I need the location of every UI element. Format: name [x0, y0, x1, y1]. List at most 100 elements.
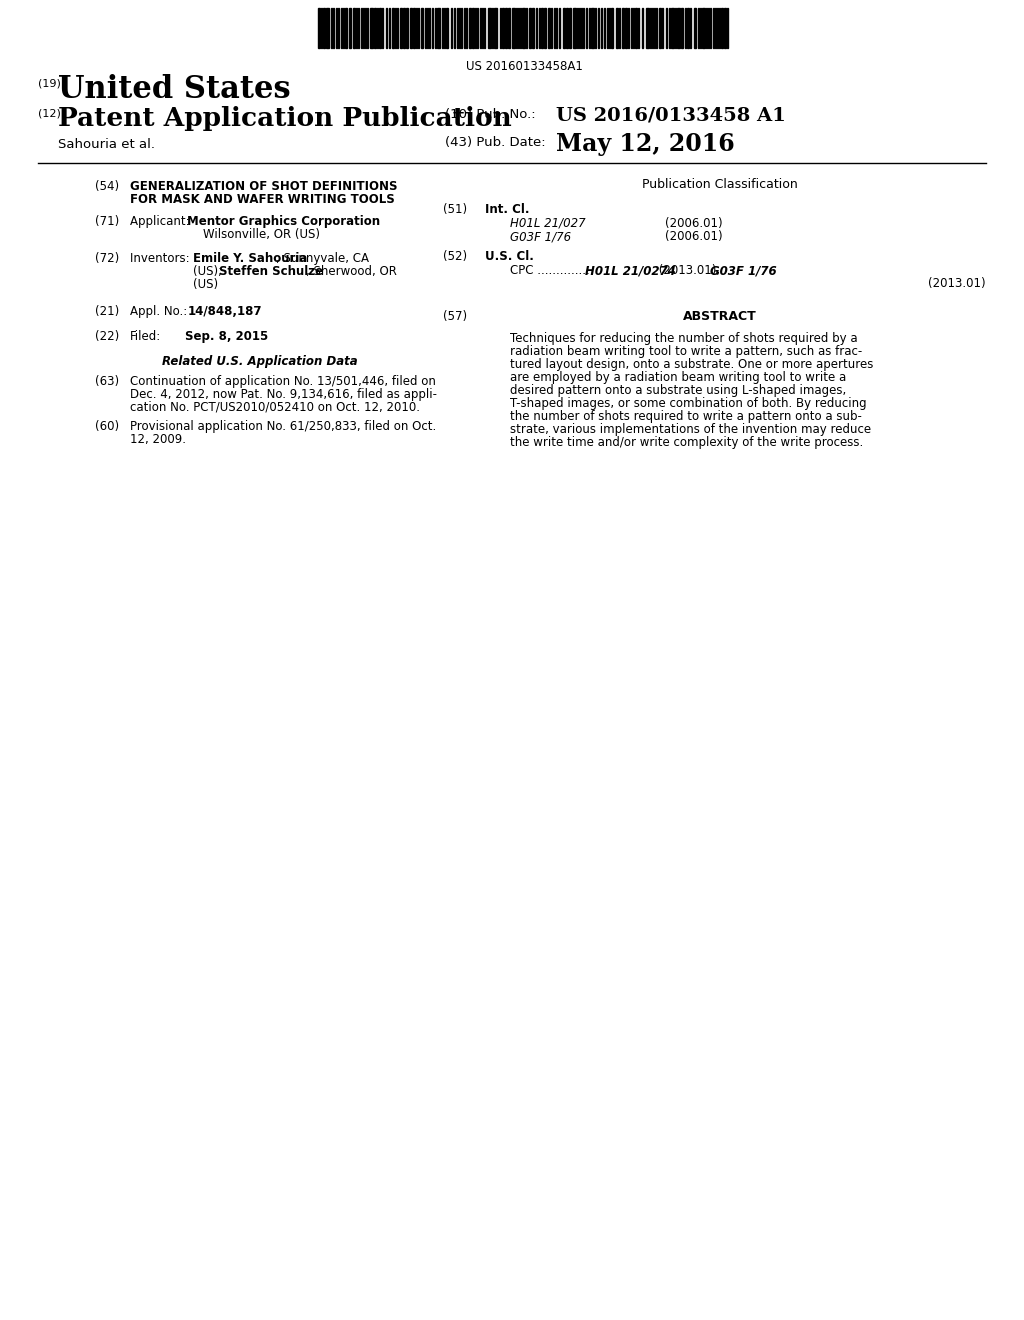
Text: ,: , [317, 215, 321, 228]
Bar [573, 8, 575, 48]
Bar [544, 8, 546, 48]
Bar [370, 8, 373, 48]
Text: (US): (US) [193, 279, 218, 290]
Text: (2013.01): (2013.01) [929, 277, 986, 290]
Bar [724, 8, 726, 48]
Text: (54): (54) [95, 180, 119, 193]
Bar [566, 8, 568, 48]
Text: Related U.S. Application Data: Related U.S. Application Data [162, 355, 357, 368]
Text: tured layout design, onto a substrate. One or more apertures: tured layout design, onto a substrate. O… [510, 358, 873, 371]
Text: Appl. No.:: Appl. No.: [130, 305, 191, 318]
Text: (19): (19) [38, 78, 60, 88]
Bar [681, 8, 683, 48]
Text: are employed by a radiation beam writing tool to write a: are employed by a radiation beam writing… [510, 371, 846, 384]
Text: Continuation of application No. 13/501,446, filed on: Continuation of application No. 13/501,4… [130, 375, 436, 388]
Text: (52): (52) [443, 249, 467, 263]
Text: (2006.01): (2006.01) [665, 216, 723, 230]
Text: Steffen Schulze: Steffen Schulze [219, 265, 324, 279]
Text: United States: United States [58, 74, 291, 106]
Text: Techniques for reducing the number of shots required by a: Techniques for reducing the number of sh… [510, 333, 858, 345]
Text: radiation beam writing tool to write a pattern, such as frac-: radiation beam writing tool to write a p… [510, 345, 862, 358]
Text: cation No. PCT/US2010/052410 on Oct. 12, 2010.: cation No. PCT/US2010/052410 on Oct. 12,… [130, 401, 420, 414]
Text: (63): (63) [95, 375, 119, 388]
Bar [400, 8, 402, 48]
Text: (43) Pub. Date:: (43) Pub. Date: [445, 136, 546, 149]
Text: ABSTRACT: ABSTRACT [683, 310, 757, 323]
Text: Provisional application No. 61/250,833, filed on Oct.: Provisional application No. 61/250,833, … [130, 420, 436, 433]
Bar [379, 8, 381, 48]
Bar [374, 8, 376, 48]
Bar [532, 8, 534, 48]
Text: H01L 21/027: H01L 21/027 [510, 216, 586, 230]
Text: (10) Pub. No.:: (10) Pub. No.: [445, 108, 536, 121]
Bar [694, 8, 696, 48]
Text: (12): (12) [38, 108, 60, 117]
Text: Emile Y. Sahouria: Emile Y. Sahouria [193, 252, 307, 265]
Text: , Sunnyvale, CA: , Sunnyvale, CA [276, 252, 369, 265]
Bar [413, 8, 415, 48]
Text: (22): (22) [95, 330, 119, 343]
Bar [635, 8, 637, 48]
Text: desired pattern onto a substrate using L-shaped images,: desired pattern onto a substrate using L… [510, 384, 846, 397]
Text: G03F 1/76: G03F 1/76 [710, 264, 776, 277]
Bar [349, 8, 351, 48]
Text: U.S. Cl.: U.S. Cl. [485, 249, 534, 263]
Bar [508, 8, 510, 48]
Text: Applicant:: Applicant: [130, 215, 194, 228]
Text: Sahouria et al.: Sahouria et al. [58, 139, 155, 150]
Text: (2013.01);: (2013.01); [655, 264, 724, 277]
Bar [392, 8, 394, 48]
Bar [406, 8, 408, 48]
Text: US 2016/0133458 A1: US 2016/0133458 A1 [556, 106, 785, 124]
Bar [318, 8, 319, 48]
Bar [563, 8, 565, 48]
Text: (60): (60) [95, 420, 119, 433]
Text: Sep. 8, 2015: Sep. 8, 2015 [185, 330, 268, 343]
Text: the write time and/or write complexity of the write process.: the write time and/or write complexity o… [510, 436, 863, 449]
Bar [687, 8, 689, 48]
Text: GENERALIZATION OF SHOT DEFINITIONS: GENERALIZATION OF SHOT DEFINITIONS [130, 180, 397, 193]
Bar [702, 8, 705, 48]
Bar [502, 8, 504, 48]
Text: CPC ..............: CPC .............. [510, 264, 594, 277]
Bar [625, 8, 627, 48]
Text: the number of shots required to write a pattern onto a sub-: the number of shots required to write a … [510, 411, 862, 422]
Bar [522, 8, 525, 48]
Bar [646, 8, 649, 48]
Bar [446, 8, 449, 48]
Bar [591, 8, 594, 48]
Text: (US);: (US); [193, 265, 226, 279]
Text: (71): (71) [95, 215, 119, 228]
Bar [659, 8, 662, 48]
Bar [622, 8, 624, 48]
Text: Publication Classification: Publication Classification [642, 178, 798, 191]
Text: 12, 2009.: 12, 2009. [130, 433, 186, 446]
Bar [505, 8, 507, 48]
Text: , Sherwood, OR: , Sherwood, OR [306, 265, 397, 279]
Text: Dec. 4, 2012, now Pat. No. 9,134,616, filed as appli-: Dec. 4, 2012, now Pat. No. 9,134,616, fi… [130, 388, 437, 401]
Bar [437, 8, 440, 48]
Bar [671, 8, 674, 48]
Bar [677, 8, 680, 48]
Bar [548, 8, 550, 48]
Text: FOR MASK AND WAFER WRITING TOOLS: FOR MASK AND WAFER WRITING TOOLS [130, 193, 394, 206]
Text: (21): (21) [95, 305, 119, 318]
Bar [488, 8, 490, 48]
Bar [345, 8, 347, 48]
Bar [721, 8, 723, 48]
Text: Filed:: Filed: [130, 330, 161, 343]
Text: Mentor Graphics Corporation: Mentor Graphics Corporation [187, 215, 380, 228]
Text: T-shaped images, or some combination of both. By reducing: T-shaped images, or some combination of … [510, 397, 866, 411]
Bar [512, 8, 515, 48]
Bar [494, 8, 497, 48]
Bar [326, 8, 329, 48]
Bar [529, 8, 531, 48]
Text: Inventors:: Inventors: [130, 252, 194, 265]
Bar [611, 8, 613, 48]
Text: (72): (72) [95, 252, 119, 265]
Text: strate, various implementations of the invention may reduce: strate, various implementations of the i… [510, 422, 871, 436]
Bar [569, 8, 571, 48]
Text: 14/848,187: 14/848,187 [188, 305, 262, 318]
Text: (51): (51) [443, 203, 467, 216]
Bar [403, 8, 406, 48]
